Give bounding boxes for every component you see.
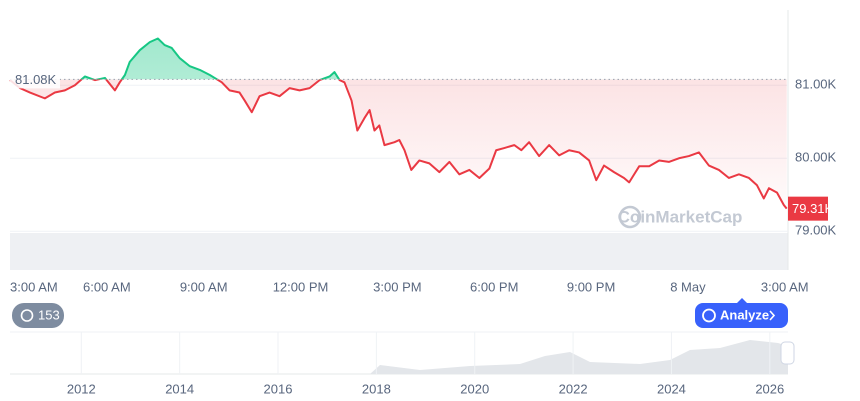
y-tick-label: 81.00K xyxy=(795,77,837,92)
navigator-area xyxy=(10,340,788,374)
baseline-label-bg xyxy=(10,70,60,89)
x-tick-label: 9:00 PM xyxy=(567,279,615,294)
watermark: CoinMarketCap xyxy=(618,207,743,226)
x-tick-label: 12:00 PM xyxy=(273,279,329,294)
volume-band xyxy=(10,233,788,270)
navigator-handle[interactable] xyxy=(780,341,795,365)
pointer xyxy=(737,298,747,303)
x-tick-label: 9:00 AM xyxy=(180,279,228,294)
x-tick-label: 8 May xyxy=(670,279,706,294)
button-label: Analyze xyxy=(720,307,769,322)
button-icon xyxy=(702,308,716,323)
x-tick-label: 6:00 PM xyxy=(470,279,518,294)
navigator-tick-label: 2018 xyxy=(362,381,391,396)
clock-icon xyxy=(20,309,34,322)
navigator-tick-label: 2012 xyxy=(67,381,96,396)
baseline-label: 81.08K xyxy=(15,72,57,87)
x-tick-label: 3:00 AM xyxy=(761,279,809,294)
x-tick-label: 3:00 AM xyxy=(10,279,58,294)
history-badge[interactable]: 153 xyxy=(12,303,64,328)
analyze-button[interactable]: Analyze xyxy=(695,303,788,328)
navigator-tick-label: 2024 xyxy=(657,381,686,396)
area-above xyxy=(10,38,787,80)
chevron xyxy=(769,310,776,321)
y-tick-label: 80.00K xyxy=(795,150,837,165)
button-bg xyxy=(695,303,788,328)
price-line xyxy=(9,79,788,210)
badge-bg xyxy=(12,303,64,328)
price-line-up xyxy=(10,37,341,80)
navigator-tick-label: 2016 xyxy=(264,381,293,396)
navigator-tick-label: 2014 xyxy=(165,381,194,396)
price-badge-label: 79.31K xyxy=(792,201,834,216)
y-tick-label: 79.00K xyxy=(795,223,837,238)
x-tick-label: 3:00 PM xyxy=(373,279,421,294)
area-below xyxy=(10,79,787,209)
navigator-tick-label: 2026 xyxy=(755,381,784,396)
x-tick-label: 6:00 AM xyxy=(83,279,131,294)
price-badge xyxy=(788,196,828,221)
navigator-tick-label: 2020 xyxy=(460,381,489,396)
badge-count: 153 xyxy=(38,307,60,322)
navigator-tick-label: 2022 xyxy=(559,381,588,396)
watermark-logo xyxy=(618,205,642,229)
